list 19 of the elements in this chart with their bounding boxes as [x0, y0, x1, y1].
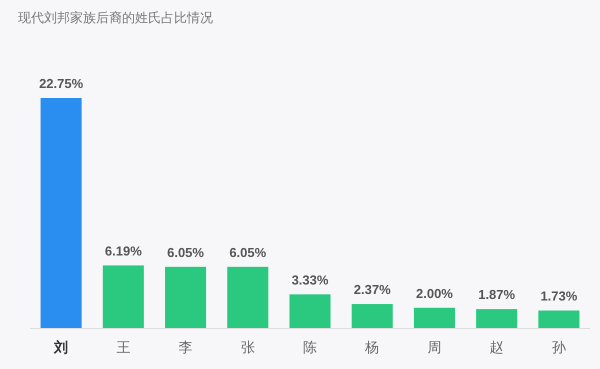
data-label: 1.73% — [540, 288, 578, 304]
data-label: 3.33% — [292, 272, 329, 288]
chart-title: 现代刘邦家族后裔的姓氏占比情况 — [18, 10, 213, 25]
data-label: 2.37% — [354, 282, 392, 298]
x-tick-label: 孙 — [552, 339, 566, 355]
data-label: 22.75% — [39, 76, 84, 91]
data-label: 6.05% — [229, 244, 267, 260]
x-tick-label: 王 — [116, 339, 130, 355]
x-tick-label: 周 — [427, 339, 442, 355]
data-label: 1.87% — [478, 287, 516, 302]
x-tick-label: 张 — [240, 339, 255, 355]
x-tick-label: 陈 — [303, 339, 317, 355]
data-label: 2.00% — [416, 286, 454, 301]
x-tick-label: 李 — [178, 339, 193, 355]
x-tick-label: 赵 — [490, 339, 504, 355]
data-label: 6.19% — [104, 243, 142, 258]
x-tick-label: 杨 — [364, 339, 380, 355]
x-tick-label: 刘 — [53, 339, 68, 355]
data-label: 6.05% — [167, 244, 204, 260]
